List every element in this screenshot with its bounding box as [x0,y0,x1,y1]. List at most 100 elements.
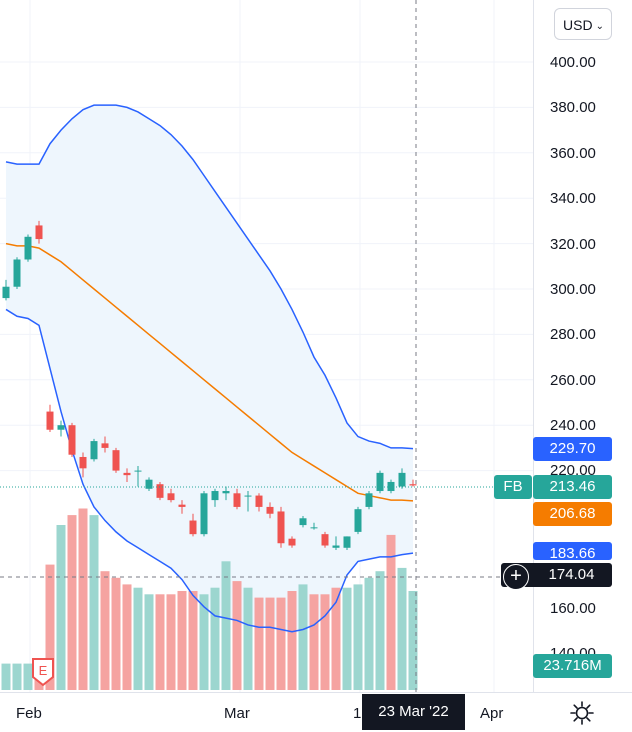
volume-bar [56,525,66,690]
y-tick-label: 360.00 [550,145,596,162]
volume-bar [188,591,198,690]
bb-upper-badge: 229.70 [533,437,612,461]
y-tick-label: 320.00 [550,236,596,253]
candle-body [354,509,362,532]
volume-bar [144,594,154,690]
candle [365,491,373,510]
volume-bar [364,577,374,690]
candle-body [178,504,186,507]
chevron-down-icon: ⌄ [595,21,604,32]
candle-body [387,481,395,492]
candle [57,420,65,437]
candle [68,422,76,457]
candle [409,479,417,487]
volume-bar [254,597,264,690]
candle-body [90,441,98,460]
volume-bar [1,663,11,690]
candle [343,536,351,551]
x-tick-label: Apr [480,705,503,722]
y-tick-label: 280.00 [550,326,596,343]
candle-body [310,527,318,529]
x-tick-label: Feb [16,705,42,722]
bb-lower-badge: 183.66 [533,542,612,560]
crosshair-date-label: 23 Mar '22 [362,694,465,730]
candle [255,493,263,512]
candle [35,220,43,244]
x-tick-label: 1 [353,705,361,722]
volume-bar [320,594,330,690]
volume-bar [210,587,220,690]
bb-basis-badge: 206.68 [533,502,612,526]
candle [288,536,296,548]
volume-bar [166,594,176,690]
candle-body [2,286,10,299]
volume-bar [199,594,209,690]
candle-body [189,520,197,535]
candle [189,513,197,537]
candle-body [277,511,285,544]
candle-body [57,425,65,430]
volume-bar [342,587,352,690]
candle-body [376,472,384,492]
ticker-tag: FB [494,475,532,499]
candle-body [156,484,164,498]
candle [376,470,384,494]
y-tick-label: 240.00 [550,417,596,434]
candle [233,488,241,510]
y-tick-label: 220.00 [550,462,596,479]
volume-bar [78,508,88,690]
volume-bar [177,591,187,690]
settings-gear-icon[interactable] [569,700,595,726]
volume-bar [243,587,253,690]
candle-body [365,493,373,507]
candle-body [299,518,307,526]
volume-bar [309,594,319,690]
bb-upper-line [5,104,414,450]
candle [222,486,230,501]
candle-body [266,506,274,514]
candle [277,506,285,548]
candle-body [35,225,43,240]
candle-body [332,545,340,548]
volume-bar [276,597,286,690]
volume-bar [232,581,242,690]
volume-bar [23,663,33,690]
candle [321,531,329,548]
volume-bar [67,515,77,690]
volume-bar [375,571,385,690]
candle-body [46,411,54,430]
candle-body [13,259,21,287]
x-tick-label: Mar [224,705,250,722]
candle-body [409,484,417,486]
candle [101,436,109,453]
volume-bar [111,577,121,690]
candle-body [244,495,252,497]
candle [145,477,153,492]
volume-badge: 23.716M [533,654,612,678]
add-alert-plus-icon[interactable]: + [503,564,529,590]
candle [90,438,98,462]
candle-body [123,472,131,476]
bb-lower-line [5,308,414,633]
candle-body [101,443,109,448]
candle-body [288,538,296,546]
candle [24,234,32,262]
candle [156,481,164,501]
currency-label: USD [563,17,593,33]
earnings-marker-label: E [39,663,48,678]
bollinger-band-fill [6,105,413,632]
candle [2,279,10,301]
volume-bar [155,594,165,690]
volume-bar [122,584,132,690]
candle [123,468,131,482]
candle [266,502,274,519]
candle [134,466,142,487]
y-tick-label: 400.00 [550,54,596,71]
earnings-marker[interactable]: E [30,657,56,687]
candle-body [200,493,208,535]
volume-bar [89,515,99,690]
currency-selector[interactable]: USD ⌄ [554,8,612,40]
candle [299,516,307,528]
y-tick-label: 260.00 [550,372,596,389]
